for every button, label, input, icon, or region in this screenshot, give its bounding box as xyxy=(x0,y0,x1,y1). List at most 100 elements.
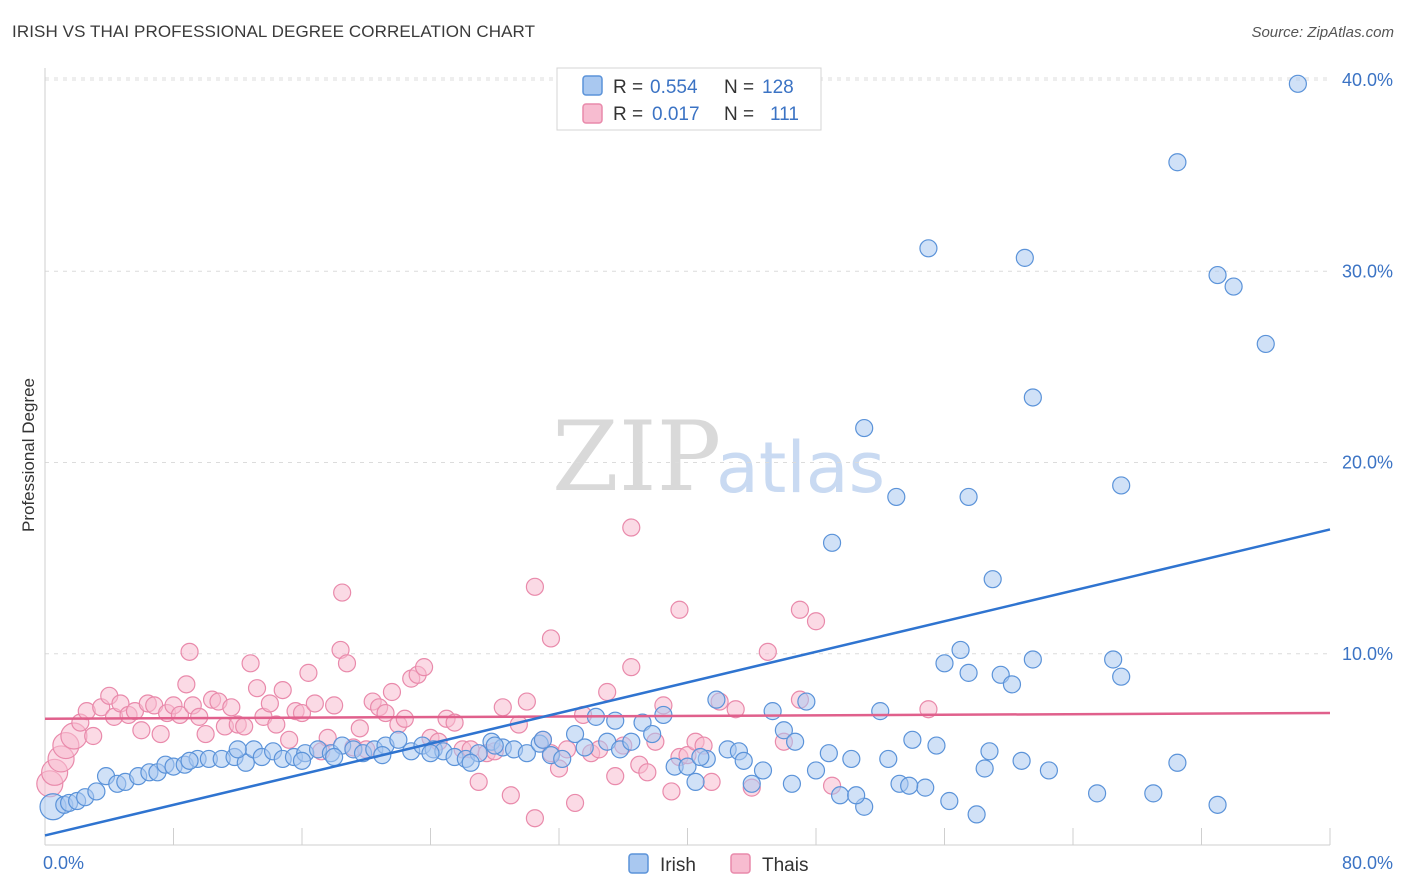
irish-point xyxy=(533,730,553,749)
y-tick-label: 20.0% xyxy=(1342,453,1393,473)
series-legend: Irish Thais xyxy=(628,853,808,876)
irish-point xyxy=(1023,388,1042,407)
irish-point xyxy=(959,663,978,682)
thai-point xyxy=(638,763,657,782)
irish-point xyxy=(1168,153,1187,172)
irish-point xyxy=(940,791,959,811)
irish-point xyxy=(1104,650,1123,669)
thai-point xyxy=(806,612,826,631)
irish-point xyxy=(325,747,344,767)
thai-point xyxy=(177,675,196,694)
irish-point xyxy=(951,640,970,660)
thai-point xyxy=(758,642,777,661)
watermark-atlas: atlas xyxy=(716,427,885,509)
irish-point xyxy=(1002,675,1022,694)
thai-point xyxy=(132,721,151,740)
irish-point xyxy=(774,721,793,740)
irish-point xyxy=(643,724,662,744)
irish-point xyxy=(782,774,802,793)
chart-title: IRISH VS THAI PROFESSIONAL DEGREE CORREL… xyxy=(12,22,536,41)
irish-point xyxy=(1208,795,1227,814)
thai-point xyxy=(260,694,279,713)
irish-point xyxy=(575,738,594,757)
thai-point xyxy=(84,726,103,746)
thai-point xyxy=(395,709,414,728)
irish-point xyxy=(742,774,761,793)
thai-point xyxy=(702,772,721,791)
thai-point xyxy=(414,658,434,677)
bottom-legend-irish: Irish xyxy=(660,855,696,876)
legend-irish-r-value: 0.554 xyxy=(650,77,698,98)
watermark-zip: ZIP xyxy=(552,401,721,513)
irish-point xyxy=(606,711,625,730)
irish-point xyxy=(622,732,641,751)
irish-point xyxy=(461,753,480,772)
irish-point xyxy=(686,772,705,791)
thai-point xyxy=(517,692,536,711)
irish-point xyxy=(1208,265,1227,285)
thai-point xyxy=(525,577,545,596)
legend-thai-n-label: N = xyxy=(724,104,754,125)
thai-point xyxy=(919,700,938,719)
thai-point xyxy=(606,767,625,786)
irish-point xyxy=(1224,277,1243,296)
irish-point xyxy=(855,418,874,438)
bottom-legend-thais: Thais xyxy=(762,855,808,876)
thai-trend-line xyxy=(44,711,1331,721)
irish-point xyxy=(1112,476,1131,495)
irish-point xyxy=(935,654,954,673)
irish-point xyxy=(847,786,866,805)
thai-point xyxy=(273,680,292,700)
irish-point xyxy=(1015,248,1034,267)
irish-point xyxy=(421,744,440,763)
irish-point xyxy=(1039,761,1059,780)
irish-point xyxy=(830,786,850,805)
thai-point xyxy=(790,600,810,619)
thai-point xyxy=(525,809,545,828)
thai-point xyxy=(501,786,520,805)
thai-point xyxy=(333,583,352,602)
irish-trend-line xyxy=(44,528,1331,837)
irish-point xyxy=(678,757,697,776)
thai-point xyxy=(541,629,561,648)
irish-point xyxy=(967,805,986,824)
thai-points xyxy=(36,518,938,828)
irish-point xyxy=(919,239,938,258)
thai-point xyxy=(726,700,745,719)
x-tick-label-min: 0.0% xyxy=(43,853,84,873)
thai-point xyxy=(299,663,318,682)
irish-point xyxy=(734,751,753,770)
thai-point xyxy=(241,654,260,673)
irish-point xyxy=(903,730,922,749)
irish-point xyxy=(1112,667,1131,686)
irish-point xyxy=(980,742,999,761)
irish-point xyxy=(228,740,247,759)
irish-point xyxy=(236,753,255,772)
thai-point xyxy=(598,682,617,702)
thai-point xyxy=(382,682,402,702)
irish-point xyxy=(753,761,773,780)
irish-point xyxy=(786,732,805,751)
irish-point xyxy=(871,702,890,721)
irish-point xyxy=(797,692,816,711)
irish-point xyxy=(819,744,838,763)
legend-irish-n-value: 128 xyxy=(762,77,794,98)
thai-point xyxy=(325,696,344,715)
thai-point xyxy=(493,698,512,717)
irish-point xyxy=(1023,650,1042,669)
irish-point xyxy=(691,747,710,767)
correlation-legend: R = 0.554 N = 128 R = 0.017 N = 111 xyxy=(556,67,822,131)
thai-point xyxy=(622,658,641,677)
irish-point xyxy=(959,487,978,507)
irish-point xyxy=(975,759,994,778)
thai-point xyxy=(196,724,215,744)
irish-point xyxy=(565,724,585,744)
thai-point xyxy=(305,694,324,713)
y-tick-labels: 10.0% 20.0% 30.0% 40.0% xyxy=(1342,70,1393,664)
thai-point xyxy=(247,679,267,698)
legend-thai-r-label: R = xyxy=(613,104,643,125)
irish-point xyxy=(900,776,919,795)
irish-point xyxy=(887,487,906,507)
gridlines xyxy=(45,77,1330,655)
